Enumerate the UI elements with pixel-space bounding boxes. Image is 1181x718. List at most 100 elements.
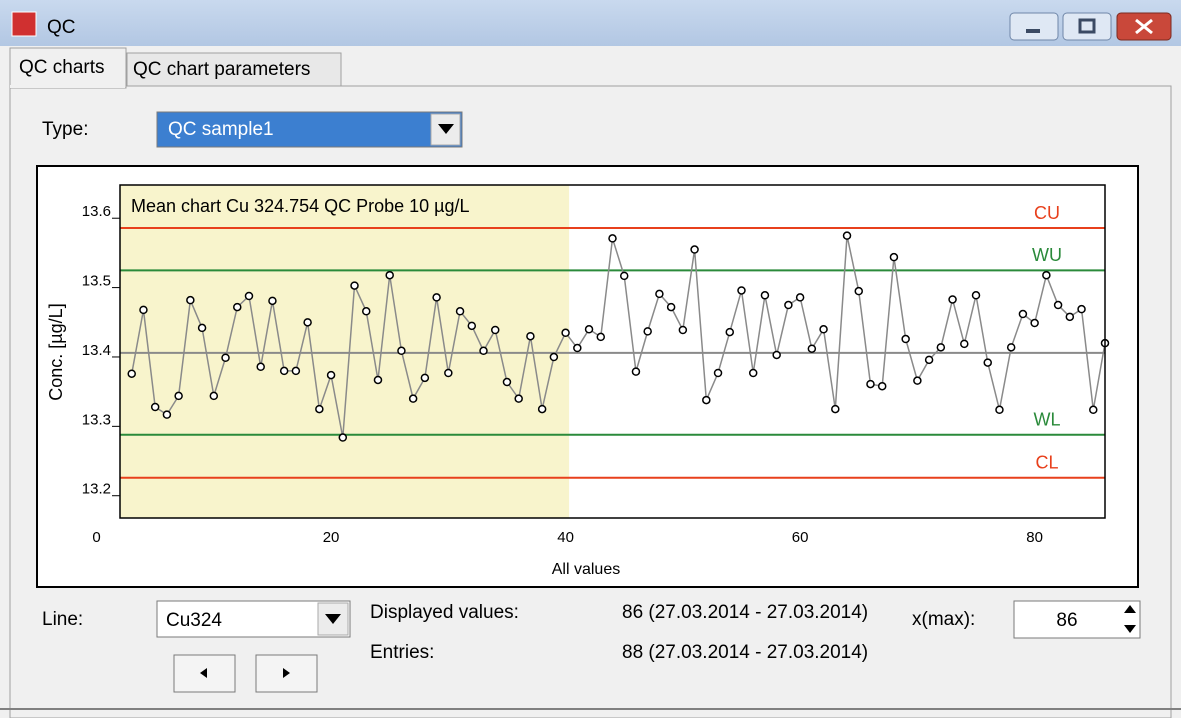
- data-point: [432, 293, 441, 302]
- data-point: [889, 252, 899, 262]
- data-point: [748, 368, 758, 378]
- spin-arrows[interactable]: [1124, 605, 1136, 633]
- data-point: [455, 307, 465, 316]
- line-value: Cu324: [166, 610, 222, 631]
- data-point: [303, 318, 312, 327]
- type-label: Type:: [42, 119, 88, 140]
- data-point: [479, 346, 488, 356]
- prev-arrow: [200, 668, 207, 678]
- data-point: [772, 350, 781, 360]
- tab-inactive[interactable]: [126, 52, 342, 87]
- line-label: Line:: [42, 609, 83, 630]
- data-point: [537, 404, 547, 414]
- data-point: [619, 271, 629, 281]
- maximize-button[interactable]: [1062, 12, 1112, 41]
- type-dropdown[interactable]: [156, 111, 463, 148]
- data-point: [514, 394, 523, 403]
- entries-value: 88 (27.03.2014 - 27.03.2014): [622, 642, 868, 663]
- data-point: [174, 391, 183, 401]
- data-point: [948, 295, 957, 304]
- limit-label: WL: [1034, 410, 1061, 430]
- data-point: [608, 234, 617, 243]
- data-point: [995, 405, 1004, 415]
- data-point: [702, 395, 711, 405]
- data-point: [326, 370, 336, 380]
- data-point: [901, 334, 910, 344]
- type-value: QC sample1: [168, 119, 274, 140]
- displayed-label: Displayed values:: [370, 602, 519, 623]
- data-point: [444, 368, 453, 378]
- limit-label: CL: [1035, 453, 1058, 473]
- data-point: [913, 376, 922, 385]
- minimize-glyph: [1026, 29, 1040, 33]
- data-point: [162, 410, 172, 419]
- data-point: [233, 302, 242, 312]
- minimize-button[interactable]: [1009, 12, 1059, 41]
- entries-label: Entries:: [370, 642, 434, 663]
- title-bar: [0, 0, 1181, 46]
- data-point: [385, 270, 394, 280]
- data-point: [795, 293, 805, 302]
- x-axis-label: All values: [552, 561, 620, 578]
- data-point: [268, 296, 277, 306]
- data-point: [831, 404, 840, 414]
- data-point: [737, 286, 746, 295]
- data-point: [573, 343, 582, 353]
- data-point: [971, 291, 981, 300]
- data-point: [490, 325, 500, 335]
- data-point: [854, 286, 863, 296]
- app-icon: [11, 11, 37, 37]
- data-point: [1006, 343, 1016, 352]
- y-tick-label: 13.6: [82, 203, 111, 220]
- next-arrow: [283, 668, 290, 678]
- x-tick-label: 20: [323, 529, 340, 546]
- y-tick-label: 13.5: [82, 273, 111, 290]
- x-tick-label: 0: [92, 529, 100, 546]
- data-point: [561, 328, 570, 338]
- data-point: [924, 355, 934, 365]
- data-point: [713, 368, 723, 378]
- xmax-spinbox[interactable]: [1013, 600, 1141, 639]
- window-title: QC: [47, 17, 76, 38]
- data-point: [397, 346, 406, 356]
- data-point: [197, 323, 207, 333]
- data-point: [467, 321, 477, 331]
- chart-title: Mean chart Cu 324.754 QC Probe 10 µg/L: [131, 196, 470, 216]
- data-point: [127, 369, 136, 378]
- limit-label: WU: [1032, 245, 1062, 265]
- data-point: [983, 358, 992, 367]
- limit-label: CU: [1034, 203, 1060, 223]
- data-point: [526, 331, 535, 341]
- data-point: [643, 327, 652, 336]
- data-point: [1077, 304, 1086, 314]
- data-point: [655, 289, 664, 299]
- data-point: [350, 281, 359, 290]
- data-point: [807, 344, 817, 353]
- close-glyph: [1135, 18, 1153, 35]
- data-point: [256, 362, 265, 372]
- y-tick-label: 13.4: [82, 342, 111, 359]
- x-tick-label: 40: [557, 529, 574, 546]
- data-point: [866, 379, 875, 389]
- tab-join: [10, 85, 125, 88]
- data-point: [373, 375, 383, 385]
- data-point: [502, 377, 512, 387]
- dropdown-arrow: [325, 614, 341, 624]
- data-point: [1018, 309, 1028, 319]
- dropdown-button[interactable]: [430, 113, 461, 146]
- data-point: [877, 381, 887, 391]
- data-point: [725, 327, 735, 337]
- data-point: [209, 391, 219, 401]
- data-point: [666, 302, 676, 312]
- data-point: [1089, 405, 1098, 415]
- data-point: [338, 433, 348, 442]
- data-point: [760, 291, 770, 300]
- data-point: [408, 394, 418, 403]
- data-point: [244, 291, 254, 301]
- y-axis-label: Conc. [µg/L]: [46, 303, 66, 400]
- data-point: [1053, 300, 1063, 310]
- data-point: [1042, 270, 1051, 280]
- data-point: [291, 366, 301, 376]
- x-tick-label: 60: [792, 529, 809, 546]
